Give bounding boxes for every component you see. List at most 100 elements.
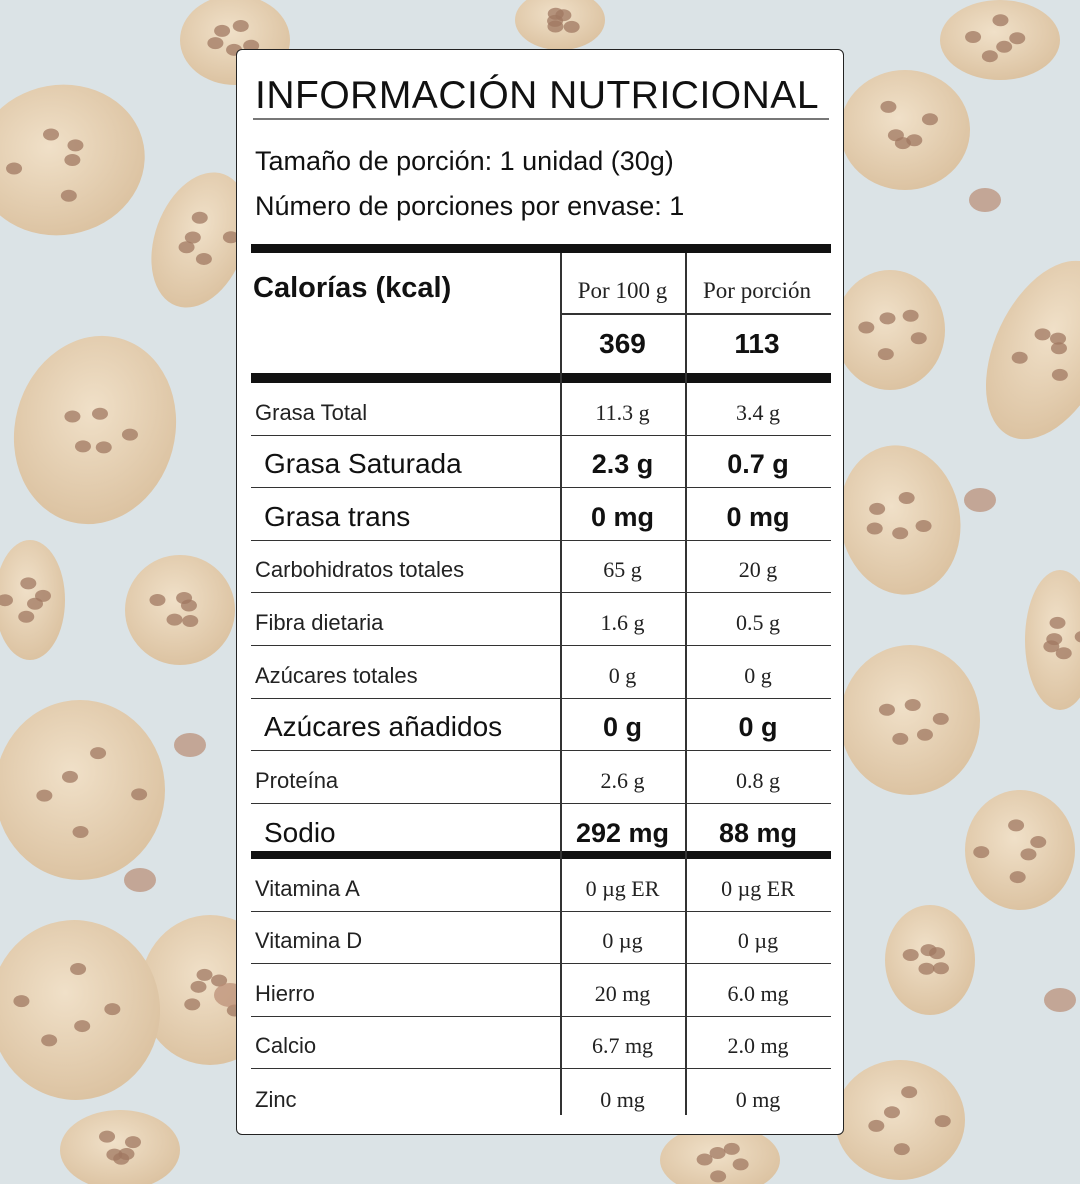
table-row: Azúcares totales 0 g 0 g	[251, 646, 831, 699]
nutrient-name: Vitamina D	[255, 928, 363, 954]
thick-divider-micronutrients	[251, 851, 831, 859]
chocolate-chip	[178, 241, 195, 254]
chocolate-chip	[91, 407, 108, 420]
nutrient-name: Vitamina A	[255, 875, 360, 901]
value-per-100g: 292 mg	[575, 818, 670, 849]
table-row: Azúcares añadidos 0 g 0 g	[251, 699, 831, 752]
chocolate-chip	[723, 1142, 740, 1155]
calories-per-serving: 113	[734, 328, 780, 359]
chocolate-chip	[696, 1153, 713, 1166]
chocolate-chip	[149, 594, 166, 607]
chocolate-chip	[915, 519, 932, 532]
chocolate-chip	[121, 428, 138, 441]
nutrition-facts-label: INFORMACIÓN NUTRICIONAL Tamaño de porció…	[236, 49, 844, 1135]
chocolate-chip	[214, 24, 231, 37]
chocolate-chip	[232, 19, 249, 32]
loose-chocolate-chip	[124, 868, 156, 892]
chocolate-chip	[36, 789, 53, 802]
table-row: Vitamina D 0 µg 0 µg	[251, 912, 831, 965]
chocolate-chip	[1011, 351, 1028, 364]
chocolate-chip	[1030, 836, 1047, 849]
nutrient-name: Grasa trans	[264, 500, 411, 532]
header-divider	[560, 313, 831, 315]
table-row: Vitamina A 0 µg ER 0 µg ER	[251, 859, 831, 912]
table-row: Fibra dietaria 1.6 g 0.5 g	[251, 593, 831, 646]
chocolate-chip	[710, 1170, 727, 1183]
chocolate-chip	[883, 1106, 900, 1119]
serving-size: Tamaño de porción: 1 unidad (30g)	[255, 146, 674, 176]
table-row: Carbohidratos totales 65 g 20 g	[251, 541, 831, 594]
nutrient-table: Grasa Total 11.3 g 3.4 g Grasa Saturada 2.3 …	[251, 383, 831, 856]
cookie-shape	[60, 1110, 180, 1184]
chocolate-chip	[892, 527, 909, 540]
chocolate-chip	[0, 594, 13, 607]
value-per-100g: 0 g	[602, 712, 642, 743]
micronutrient-table: Vitamina A 0 µg ER 0 µg ER Vitamina D 0 µg 0 …	[251, 859, 831, 1122]
chocolate-chip	[74, 1020, 91, 1033]
chocolate-chip	[869, 502, 886, 515]
chocolate-chip	[879, 312, 896, 325]
value-per-100g: 20 mg	[594, 980, 651, 1006]
chocolate-chip	[996, 40, 1013, 53]
chocolate-chip	[64, 154, 81, 166]
chocolate-chip	[70, 962, 87, 975]
cookie-shape	[0, 920, 161, 1100]
table-row: Grasa trans 0 mg 0 mg	[251, 488, 831, 541]
servings-per-container: Número de porciones por envase: 1	[255, 191, 685, 221]
table-row: Zinc 0 mg 0 mg	[251, 1069, 831, 1122]
nutrient-name: Grasa Total	[255, 399, 368, 425]
column-header-per-serving: Por porción	[703, 278, 811, 303]
column-divider-2	[685, 253, 687, 1115]
chocolate-chip	[918, 962, 935, 975]
chocolate-chip	[20, 577, 37, 590]
loose-chocolate-chip	[964, 488, 996, 512]
chocolate-chip	[934, 1115, 951, 1128]
chocolate-chip	[18, 610, 35, 623]
chocolate-chip	[131, 788, 148, 801]
nutrient-name: Azúcares añadidos	[264, 711, 503, 743]
value-per-100g: 1.6 g	[600, 609, 645, 635]
chocolate-chip	[992, 14, 1009, 27]
nutrient-name: Grasa Saturada	[264, 448, 462, 480]
chocolate-chip	[222, 231, 239, 244]
chocolate-chip	[929, 947, 946, 960]
chocolate-chip	[180, 599, 197, 612]
chocolate-chip	[892, 732, 909, 745]
cookie-shape	[965, 790, 1075, 910]
nutrient-name: Hierro	[255, 980, 315, 1006]
value-per-serving: 0.7 g	[727, 449, 789, 480]
chocolate-chip	[182, 614, 199, 627]
value-per-serving: 0 g	[738, 712, 778, 743]
nutrient-name: Proteína	[255, 767, 339, 793]
value-per-serving: 0.8 g	[736, 767, 780, 793]
loose-chocolate-chip	[969, 188, 1001, 212]
chocolate-chip	[893, 1143, 910, 1156]
chocolate-chip	[732, 1158, 749, 1171]
chocolate-chip	[95, 441, 112, 454]
chocolate-chip	[43, 128, 60, 141]
chocolate-chip	[90, 747, 107, 760]
chocolate-chip	[910, 332, 927, 345]
chocolate-chip	[1049, 616, 1066, 629]
value-per-100g: 0 g	[608, 662, 637, 688]
chocolate-chip	[41, 1034, 58, 1047]
value-per-100g: 0 mg	[600, 1086, 645, 1112]
value-per-100g: 2.6 g	[600, 767, 645, 793]
label-title: INFORMACIÓN NUTRICIONAL	[255, 74, 820, 117]
chocolate-chip	[34, 589, 51, 602]
value-per-100g: 0 µg	[602, 928, 643, 954]
value-per-serving: 0 µg ER	[721, 875, 795, 901]
chocolate-chip	[932, 712, 949, 725]
value-per-serving: 0 g	[744, 662, 772, 688]
chocolate-chip	[196, 968, 213, 981]
cookie-shape	[13, 335, 177, 525]
thick-divider-top	[251, 244, 831, 253]
cookie-shape	[885, 905, 975, 1015]
value-per-100g: 65 g	[603, 557, 642, 583]
chocolate-chip	[932, 962, 949, 975]
value-per-serving: 20 g	[738, 557, 778, 583]
chocolate-chip	[113, 1152, 130, 1165]
chocolate-chip	[563, 20, 580, 33]
chocolate-chip	[965, 31, 982, 44]
nutrient-name: Carbohidratos totales	[255, 557, 465, 583]
